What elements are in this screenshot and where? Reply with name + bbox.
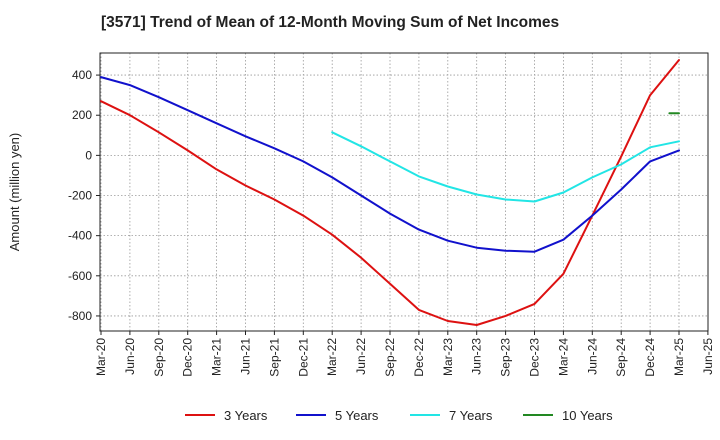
x-tick-label: Mar-21 [210,338,224,376]
y-axis-label: Amount (million yen) [7,133,22,252]
y-tick-label: -600 [68,269,92,283]
x-tick-label: Sep-22 [383,338,397,377]
x-tick-label: Jun-22 [354,338,368,375]
y-tick-label: -200 [68,189,92,203]
x-tick-label: Dec-21 [296,338,310,377]
x-tick-label: Sep-21 [267,338,281,377]
y-tick-label: -800 [68,309,92,323]
series-line-7-years [331,131,680,203]
x-tick-label: Dec-20 [181,338,195,377]
series-line-3-years [100,59,680,326]
x-tick-label: Mar-25 [672,338,686,376]
x-tick-label: Sep-23 [499,338,513,377]
y-axis-ticks: 400 200 0 -200 -400 -600 -800 [68,68,100,323]
legend-label: 7 Years [449,408,493,423]
y-tick-label: 400 [72,68,92,82]
series-lines [100,59,680,326]
legend: 3 Years 5 Years 7 Years 10 Years [185,408,613,423]
x-tick-label: Dec-22 [412,338,426,377]
x-tick-label: Dec-24 [643,338,657,377]
grid-lines [100,53,709,331]
x-tick-label: Mar-22 [325,338,339,376]
x-tick-label: Jun-21 [239,338,253,375]
y-tick-label: -400 [68,229,92,243]
x-tick-label: Jun-25 [701,338,715,375]
y-tick-label: 200 [72,108,92,122]
legend-label: 5 Years [335,408,379,423]
x-axis-ticks: Mar-20 Jun-20 Sep-20 Dec-20 Mar-21 Jun-21 Sep-… [94,331,715,377]
x-tick-label: Sep-24 [614,338,628,377]
x-tick-label: Dec-23 [528,338,542,377]
y-tick-label: 0 [85,148,92,162]
legend-label: 3 Years [224,408,268,423]
series-line-5-years [100,76,680,253]
x-tick-label: Jun-23 [470,338,484,375]
x-tick-label: Mar-23 [441,338,455,376]
x-tick-label: Mar-24 [556,338,570,376]
plot-area-frame [99,52,709,332]
x-tick-label: Jun-20 [123,338,137,375]
x-tick-label: Sep-20 [152,338,166,377]
x-tick-label: Mar-20 [94,338,108,376]
chart-title: [3571] Trend of Mean of 12-Month Moving … [101,14,560,31]
legend-label: 10 Years [562,408,613,423]
x-tick-label: Jun-24 [585,338,599,375]
